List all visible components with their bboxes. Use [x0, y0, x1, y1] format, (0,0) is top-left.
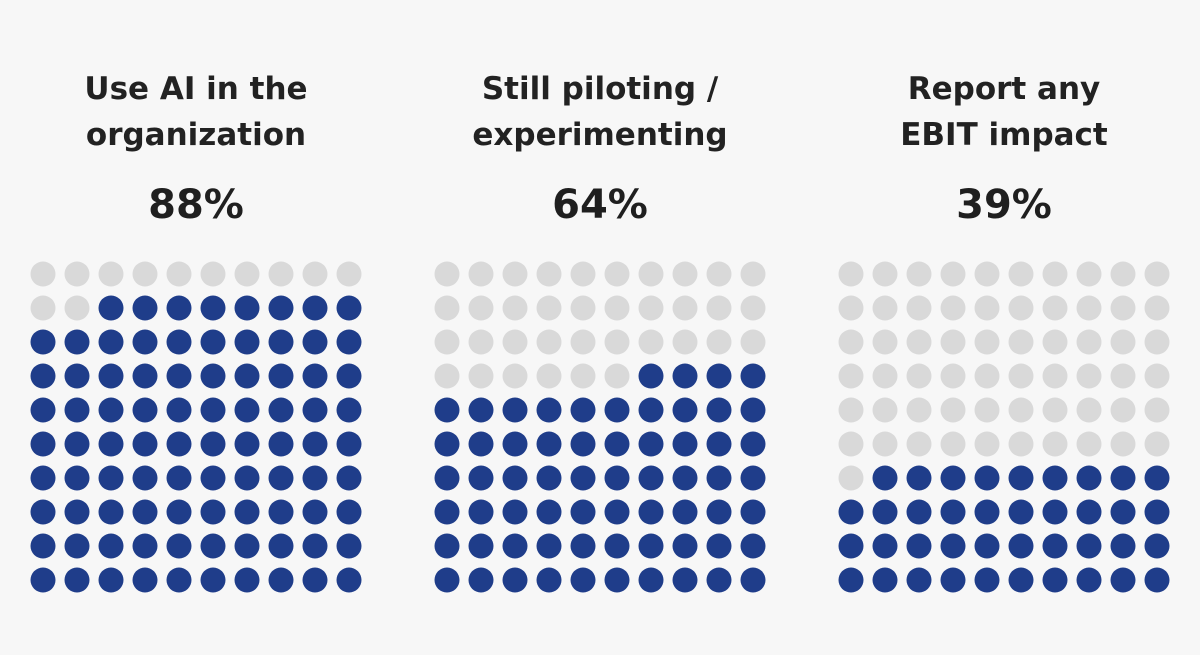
panel-percentage: 88% — [148, 182, 244, 228]
panel-title-line: Use AI in the — [84, 71, 308, 107]
panel-title-line: EBIT impact — [900, 117, 1108, 153]
panel-title-line: experimenting — [472, 117, 728, 153]
panel-title: Report any EBIT impact — [834, 66, 1174, 158]
panel-percentage: 39% — [956, 182, 1052, 228]
panel-still-piloting: Still piloting / experimenting 64% — [430, 0, 770, 655]
panel-title: Still piloting / experimenting — [430, 66, 770, 158]
panel-use-ai: Use AI in the organization 88% — [26, 0, 366, 655]
panel-title-line: organization — [85, 117, 307, 153]
panel-title-line: Report any — [907, 71, 1101, 107]
panel-ebit-impact: Report any EBIT impact 39% — [834, 0, 1174, 655]
panel-title-line: Still piloting / — [481, 71, 719, 107]
panel-title: Use AI in the organization — [26, 66, 366, 158]
panel-percentage: 64% — [552, 182, 648, 228]
